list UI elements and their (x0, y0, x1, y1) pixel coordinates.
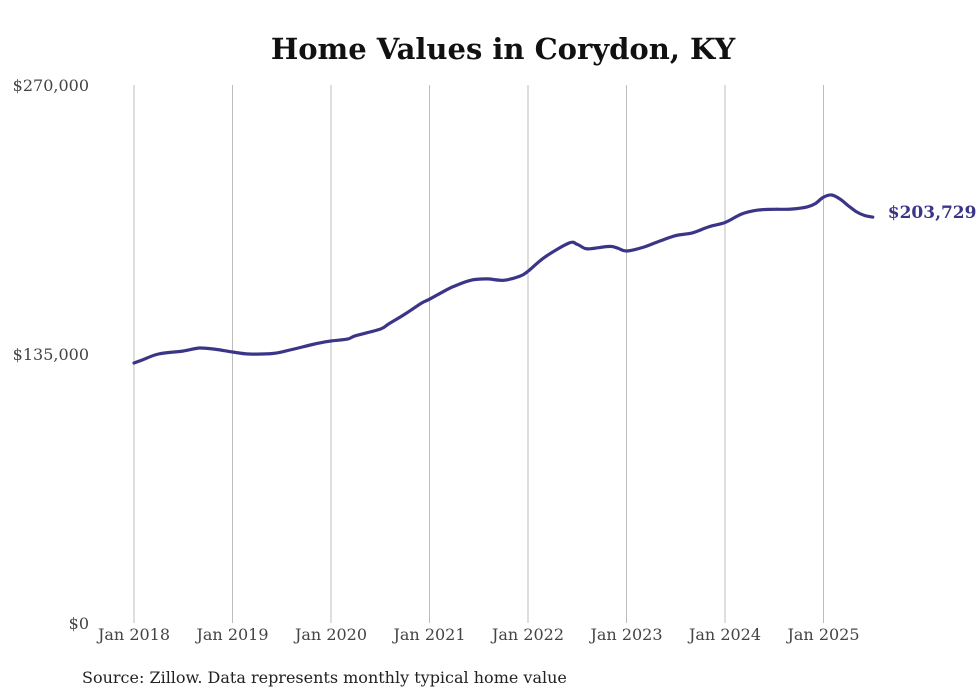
x-tick-label: Jan 2025 (785, 625, 859, 644)
y-tick-label: $270,000 (13, 76, 89, 95)
chart-title: Home Values in Corydon, KY (271, 32, 736, 66)
series-line-home-value (132, 193, 875, 365)
y-tick-label: $0 (69, 614, 89, 633)
x-tick-label: Jan 2024 (687, 625, 761, 644)
x-tick-label: Jan 2022 (490, 625, 564, 644)
y-tick-label: $135,000 (13, 345, 89, 364)
y-axis-ticks: $0 $135,000 $270,000 (13, 76, 89, 633)
x-tick-label: Jan 2019 (194, 625, 268, 644)
x-tick-label: Jan 2021 (391, 625, 465, 644)
x-tick-label: Jan 2018 (96, 625, 170, 644)
source-note: Source: Zillow. Data represents monthly … (82, 668, 567, 687)
grid-lines (133, 85, 824, 623)
x-tick-label: Jan 2020 (293, 625, 367, 644)
end-value-label: $203,729 (888, 203, 977, 223)
x-axis-ticks: Jan 2018 Jan 2019 Jan 2020 Jan 2021 Jan 2022… (96, 625, 860, 644)
x-tick-label: Jan 2023 (588, 625, 662, 644)
